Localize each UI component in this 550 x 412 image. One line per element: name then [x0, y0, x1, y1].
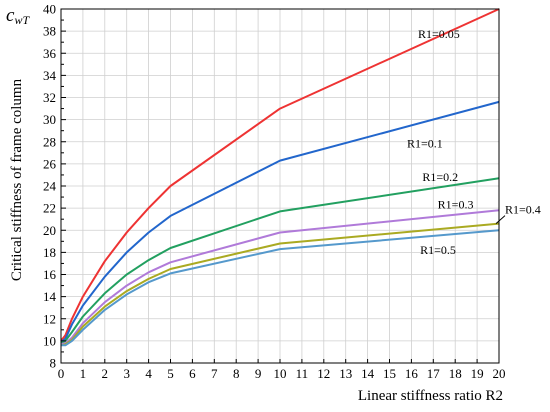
series-labels: R1=0.05 R1=0.1 R1=0.2 R1=0.3 R1=0.4 R1=0.5 [407, 27, 541, 257]
y-tick-label: 24 [43, 179, 57, 194]
x-tick-label: 1 [80, 366, 87, 381]
series-label: R1=0.05 [418, 27, 460, 41]
y-axis-ticks: 8 10 12 14 16 18 20 22 24 26 28 30 32 34 36 38 40 [43, 2, 66, 371]
x-tick-label: 0 [58, 366, 65, 381]
series-label: R1=0.2 [422, 170, 458, 184]
x-tick-label: 16 [405, 366, 419, 381]
x-tick-label: 14 [361, 366, 375, 381]
x-axis-title: Linear stiffness ratio R2 [358, 388, 503, 404]
grid [60, 8, 500, 364]
series-label: R1=0.1 [407, 137, 443, 151]
y-axis-symbol-main: c [6, 5, 15, 26]
series-label: R1=0.3 [438, 198, 474, 212]
x-axis-ticks: 0 1 2 3 4 5 6 7 8 9 10 11 12 13 14 15 16 17 18 19 20 [58, 359, 506, 381]
series-lines [60, 8, 500, 347]
y-tick-label: 26 [43, 156, 57, 171]
y-tick-label: 22 [43, 201, 56, 216]
y-tick-label: 18 [43, 245, 56, 260]
x-tick-label: 6 [189, 366, 196, 381]
x-tick-label: 12 [317, 366, 330, 381]
x-tick-label: 15 [383, 366, 396, 381]
x-tick-label: 17 [427, 366, 441, 381]
x-tick-label: 2 [102, 366, 109, 381]
y-tick-label: 30 [43, 112, 56, 127]
x-tick-label: 3 [123, 366, 130, 381]
y-tick-label: 28 [43, 134, 56, 149]
series-label: R1=0.5 [420, 243, 456, 257]
series-line-r1-0-3 [60, 209, 500, 346]
x-tick-label: 4 [145, 366, 152, 381]
x-tick-label: 10 [274, 366, 287, 381]
y-tick-label: 36 [43, 46, 57, 61]
y-tick-label: 16 [43, 267, 57, 282]
series-line-r1-0-5 [61, 229, 500, 347]
y-tick-label: 8 [50, 356, 57, 371]
y-tick-label: 14 [43, 289, 57, 304]
y-tick-label: 32 [43, 90, 56, 105]
x-tick-label: 20 [493, 366, 506, 381]
series-line-r1-0-2 [60, 177, 500, 344]
x-tick-label: 9 [255, 366, 262, 381]
x-tick-label: 5 [167, 366, 174, 381]
series-line-r1-0-05 [60, 8, 500, 342]
series-label: R1=0.4 [505, 203, 541, 217]
y-axis-symbol-subscript: wT [14, 13, 30, 27]
y-axis-title-text: Critical stiffness of frame column [9, 78, 25, 281]
series-label-leader [495, 215, 506, 224]
series-line-r1-0-1 [60, 100, 500, 343]
y-tick-label: 10 [43, 333, 56, 348]
y-axis-symbol: cwT [6, 5, 30, 27]
x-tick-label: 7 [211, 366, 218, 381]
x-tick-label: 18 [449, 366, 462, 381]
y-axis-title: Critical stiffness of frame column [9, 78, 25, 281]
y-tick-label: 40 [43, 2, 56, 17]
y-tick-label: 12 [43, 311, 56, 326]
y-tick-label: 20 [43, 223, 56, 238]
y-tick-label: 34 [43, 68, 57, 83]
x-tick-label: 8 [233, 366, 240, 381]
x-tick-label: 19 [471, 366, 484, 381]
x-tick-label: 11 [296, 366, 309, 381]
y-tick-label: 38 [43, 24, 56, 39]
x-tick-label: 13 [339, 366, 352, 381]
